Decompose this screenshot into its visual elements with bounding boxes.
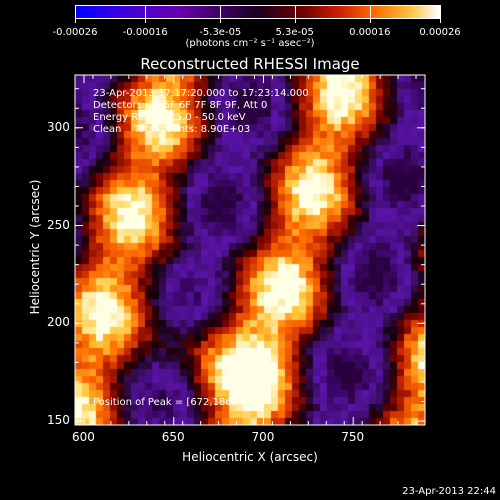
colorbar-tick-label: 0.00016: [349, 27, 391, 38]
y-tick-label: 200: [47, 315, 70, 330]
y-tick-label: 250: [47, 217, 70, 232]
chart-title: Reconstructed RHESSI Image: [140, 55, 360, 73]
peak-position-label: Position of Peak = [672,186]: [93, 397, 236, 408]
x-tick-label: 600: [71, 430, 95, 444]
info-line-4: Clean Total counts: 8.90E+03: [93, 124, 251, 135]
colorbar-tick-mark: [440, 5, 441, 23]
colorbar-tick-mark: [294, 5, 296, 23]
plot-frame: [74, 74, 426, 426]
colorbar-tick-label: -5.3e-05: [199, 27, 242, 38]
info-line-2: Detectors: 3F 5F 6F 7F 8F 9F, Att 0: [93, 100, 268, 111]
x-tick-label: 750: [341, 430, 365, 444]
colorbar-units: (photons cm⁻² s⁻¹ asec⁻²): [185, 38, 315, 49]
colorbar-tick-mark: [75, 5, 76, 23]
colorbar-tick-label: 0.00026: [419, 27, 461, 38]
colorbar-tick-label: -0.00026: [52, 27, 98, 38]
colorbar-tick-label: 5.3e-05: [275, 27, 314, 38]
heatmap-image: [75, 75, 425, 425]
plot-area: [75, 75, 425, 425]
y-tick-label: 150: [47, 413, 70, 428]
colorbar-tick-mark: [220, 5, 222, 23]
info-line-3: Energy Range: 25.0 - 50.0 keV: [93, 112, 246, 123]
colorbar-tick-label: -0.00016: [122, 27, 168, 38]
y-tick-label: 300: [47, 119, 70, 134]
colorbar-tick-mark: [369, 5, 371, 23]
info-line-1: 23-Apr-2013 17:17:20.000 to 17:23:14.000: [93, 88, 309, 99]
x-axis-label: Heliocentric X (arcsec): [182, 450, 318, 464]
timestamp: 23-Apr-2013 22:44: [402, 486, 496, 497]
x-tick-label: 650: [161, 430, 185, 444]
y-axis-label: Heliocentric Y (arcsec): [28, 179, 42, 315]
x-tick-label: 700: [251, 430, 275, 444]
colorbar-tick-mark: [145, 5, 147, 23]
